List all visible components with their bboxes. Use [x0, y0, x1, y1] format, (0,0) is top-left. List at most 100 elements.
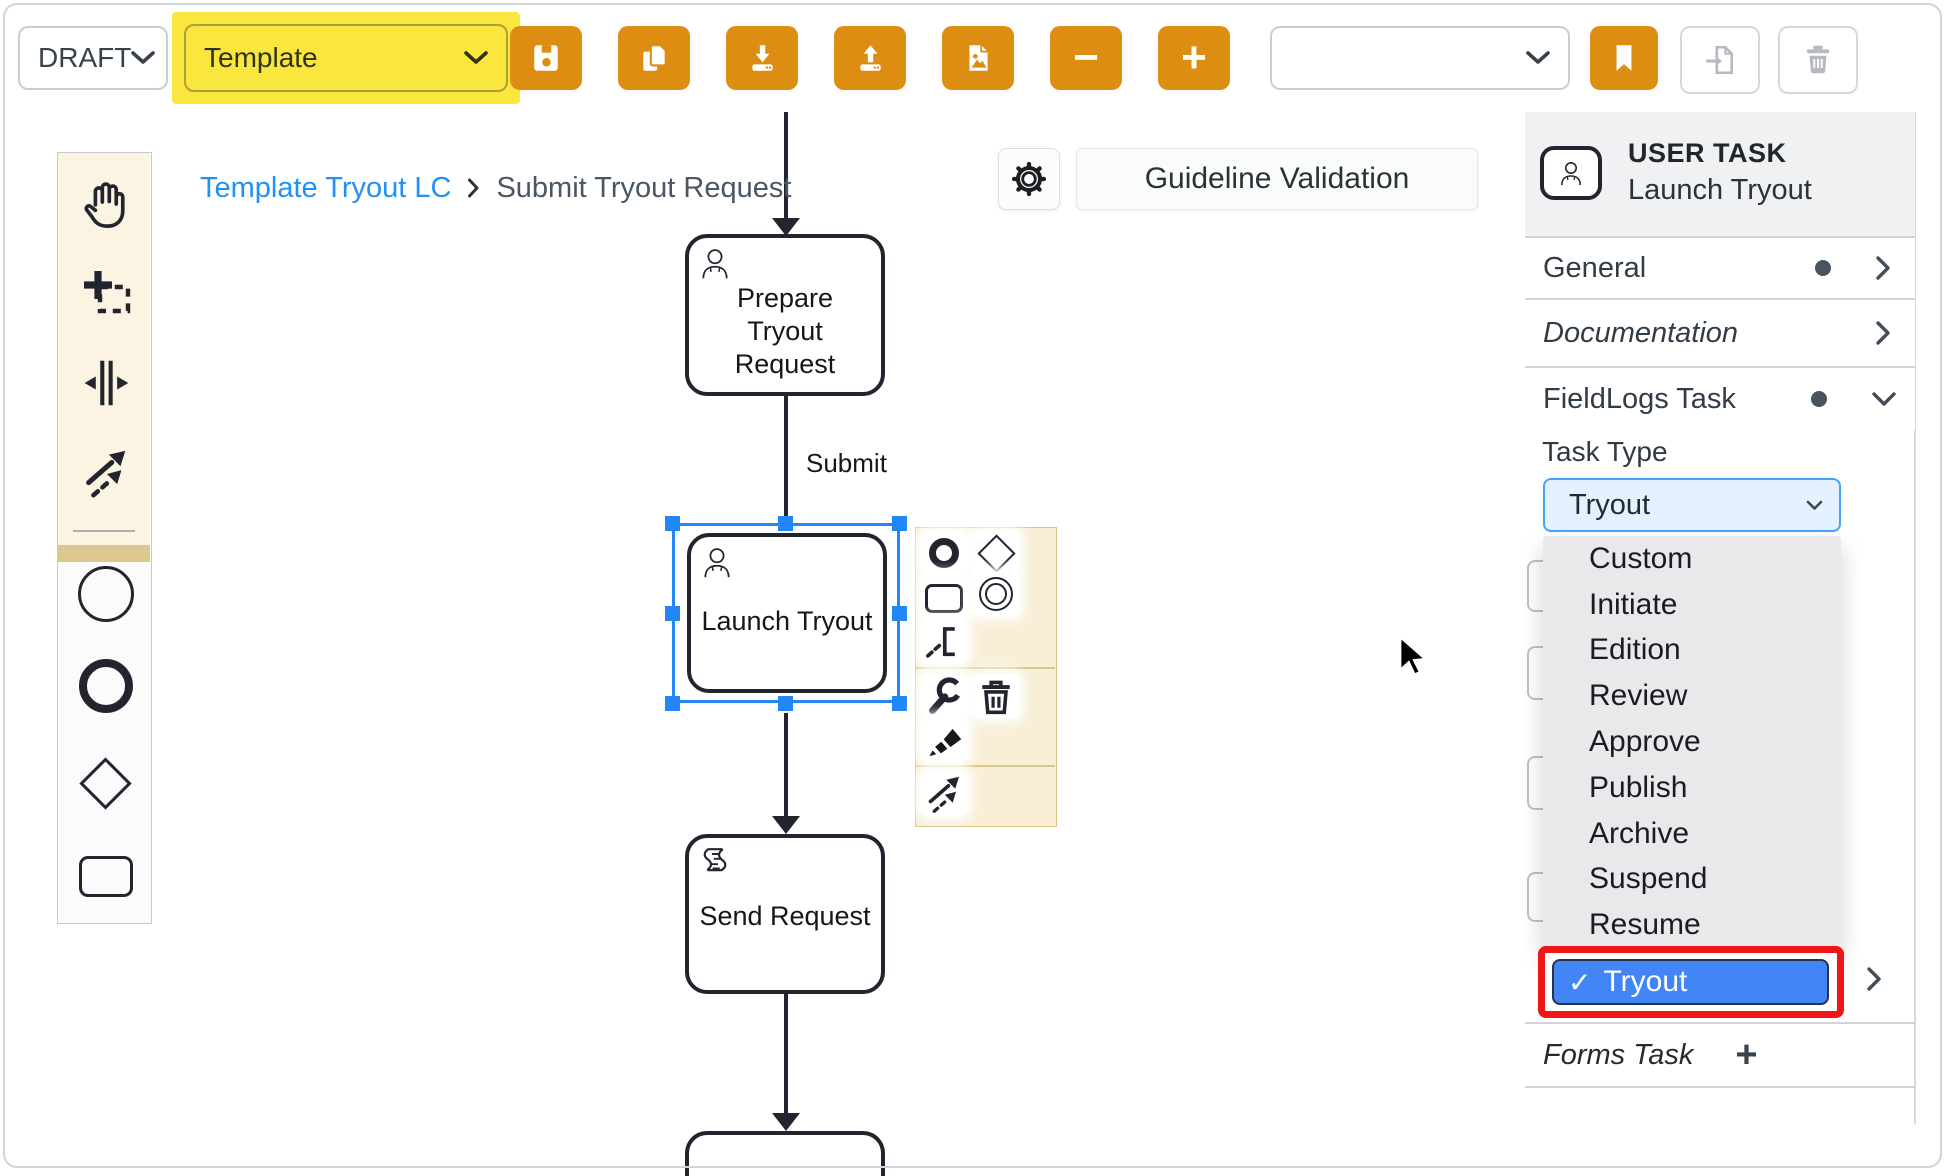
task-type-option[interactable]: Archive	[1589, 816, 1690, 850]
export-image-button[interactable]	[942, 26, 1014, 90]
sequence-flow-1[interactable]	[784, 112, 788, 222]
append-intermediate-event[interactable]	[972, 572, 1020, 616]
export-file-button[interactable]	[1680, 26, 1760, 94]
gear-icon	[1010, 160, 1048, 198]
start-event-icon	[77, 566, 134, 622]
export-image-icon	[962, 42, 994, 74]
download-icon	[746, 42, 778, 74]
selection-handle[interactable]	[778, 516, 793, 531]
space-tool-icon	[80, 357, 132, 409]
trash-icon	[975, 675, 1017, 717]
append-task[interactable]	[920, 576, 968, 620]
section-documentation[interactable]: Documentation	[1525, 300, 1915, 368]
node-label: Launch Tryout	[701, 606, 873, 636]
connection-arrows-icon	[924, 773, 964, 815]
script-task-icon	[697, 845, 733, 881]
panel-header: USER TASK Launch Tryout	[1525, 112, 1915, 238]
create-end-event[interactable]	[58, 658, 153, 714]
append-end-event[interactable]	[920, 531, 968, 575]
element-name: Launch Tryout	[1628, 174, 1812, 206]
zoom-out-button[interactable]: −	[1050, 26, 1122, 90]
section-label: General	[1543, 251, 1647, 284]
task-icon	[925, 583, 963, 613]
task-type-option[interactable]: Review	[1589, 679, 1688, 713]
hand-icon	[79, 176, 133, 230]
chevron-right-icon	[467, 178, 480, 198]
task-type-option[interactable]: Publish	[1589, 770, 1688, 804]
arrowhead-icon	[772, 1113, 800, 1131]
set-color-brush[interactable]	[920, 718, 968, 762]
node-send-request[interactable]: Send Request	[685, 834, 885, 994]
element-type-badge	[1540, 146, 1602, 200]
selection-handle[interactable]	[892, 606, 907, 621]
background-field-fragment	[1527, 646, 1544, 700]
selection-handle[interactable]	[778, 696, 793, 711]
download-button[interactable]	[726, 26, 798, 90]
task-type-option[interactable]: Initiate	[1589, 587, 1678, 621]
create-task[interactable]	[58, 848, 153, 904]
sequence-flow-2[interactable]	[784, 396, 788, 520]
breadcrumb-parent-link[interactable]: Template Tryout LC	[200, 171, 452, 204]
settings-button[interactable]	[998, 148, 1060, 210]
wrench-icon	[924, 676, 964, 716]
upload-button[interactable]	[834, 26, 906, 90]
lasso-tool[interactable]	[58, 265, 153, 321]
trash-button[interactable]	[1778, 26, 1858, 94]
sequence-flow-3[interactable]	[784, 713, 788, 819]
task-type-value: Tryout	[1569, 488, 1651, 521]
task-type-option[interactable]: Custom	[1589, 541, 1693, 575]
version-select[interactable]	[1270, 26, 1570, 90]
filled-dot-icon	[1815, 260, 1831, 276]
chevron-down-icon	[1526, 51, 1550, 65]
context-pad	[915, 527, 1057, 827]
task-type-option-selected[interactable]: ✓ Tryout	[1552, 959, 1829, 1005]
chevron-right-icon[interactable]	[1875, 320, 1891, 346]
bookmark-button[interactable]	[1590, 26, 1658, 90]
task-type-option[interactable]: Edition	[1589, 633, 1681, 667]
selection-handle[interactable]	[892, 516, 907, 531]
template-select-value: Template	[204, 42, 318, 73]
task-type-option[interactable]: Resume	[1589, 908, 1701, 942]
append-gateway[interactable]	[972, 531, 1020, 575]
space-tool[interactable]	[58, 355, 153, 411]
save-button[interactable]	[510, 26, 582, 90]
section-general[interactable]: General	[1525, 238, 1915, 300]
guideline-validation-button[interactable]: Guideline Validation	[1076, 148, 1478, 210]
selection-handle[interactable]	[665, 696, 680, 711]
section-fieldlogs-task[interactable]: FieldLogs Task	[1525, 368, 1915, 430]
delete-element[interactable]	[972, 674, 1020, 718]
panel-divider	[1525, 1022, 1915, 1024]
selection-handle[interactable]	[892, 696, 907, 711]
task-type-select[interactable]: Tryout	[1543, 478, 1841, 532]
add-forms-task-button[interactable]: +	[1735, 1033, 1758, 1076]
node-prepare-tryout-request[interactable]: Prepare Tryout Request	[685, 234, 885, 396]
node-partial-bottom[interactable]	[685, 1131, 885, 1176]
append-text-annotation[interactable]	[920, 620, 968, 664]
zoom-in-button[interactable]: +	[1158, 26, 1230, 90]
task-type-option[interactable]: Suspend	[1589, 862, 1708, 896]
save-icon	[530, 42, 562, 74]
connect-from-element[interactable]	[920, 772, 968, 816]
change-type-wrench[interactable]	[920, 674, 968, 718]
status-select[interactable]: DRAFT	[18, 26, 168, 90]
status-select-value: DRAFT	[38, 42, 132, 73]
node-launch-tryout[interactable]: Launch Tryout	[687, 533, 887, 693]
section-forms-task[interactable]: Forms Task +	[1525, 1024, 1915, 1088]
chevron-down-icon[interactable]	[1871, 391, 1897, 407]
create-start-event[interactable]	[58, 566, 153, 622]
sequence-flow-4[interactable]	[784, 994, 788, 1116]
template-select[interactable]: Template	[184, 24, 508, 92]
connection-arrows-icon	[80, 446, 132, 500]
hand-tool[interactable]	[58, 175, 153, 231]
copy-button[interactable]	[618, 26, 690, 90]
task-type-option[interactable]: Approve	[1589, 725, 1701, 759]
chevron-right-icon[interactable]	[1866, 966, 1882, 992]
connect-tool[interactable]	[58, 445, 153, 501]
node-label: Prepare Tryout Request	[734, 283, 836, 379]
create-gateway[interactable]	[58, 755, 153, 811]
selection-handle[interactable]	[665, 516, 680, 531]
selected-option-label: Tryout	[1603, 965, 1688, 998]
bookmark-icon	[1608, 42, 1640, 74]
selection-handle[interactable]	[665, 606, 680, 621]
chevron-right-icon[interactable]	[1875, 255, 1891, 281]
